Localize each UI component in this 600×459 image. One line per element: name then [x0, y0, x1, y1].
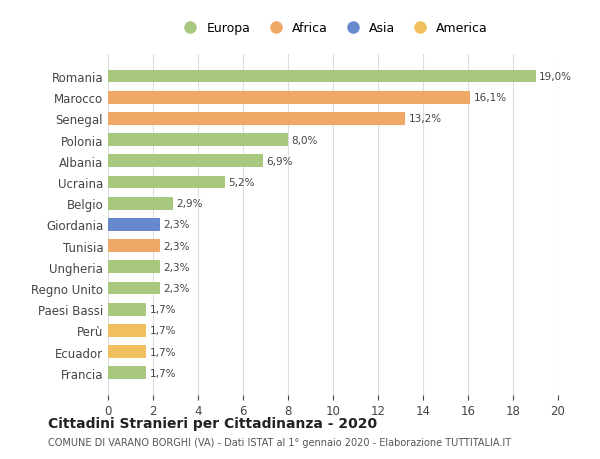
Bar [108, 92, 470, 104]
Bar [108, 346, 146, 358]
Bar [108, 282, 160, 295]
Text: 2,9%: 2,9% [176, 199, 203, 209]
Text: 16,1%: 16,1% [473, 93, 507, 103]
Bar [108, 113, 405, 125]
Text: Cittadini Stranieri per Cittadinanza - 2020: Cittadini Stranieri per Cittadinanza - 2… [48, 416, 377, 430]
Text: 5,2%: 5,2% [229, 178, 255, 188]
Text: 2,3%: 2,3% [163, 262, 190, 272]
Bar [108, 240, 160, 252]
Bar [108, 303, 146, 316]
Text: 2,3%: 2,3% [163, 241, 190, 251]
Bar [108, 71, 536, 83]
Bar [108, 261, 160, 274]
Bar [108, 218, 160, 231]
Text: 13,2%: 13,2% [409, 114, 442, 124]
Bar [108, 134, 288, 147]
Text: 1,7%: 1,7% [149, 368, 176, 378]
Legend: Europa, Africa, Asia, America: Europa, Africa, Asia, America [173, 17, 493, 40]
Bar [108, 155, 263, 168]
Text: 1,7%: 1,7% [149, 347, 176, 357]
Text: 2,3%: 2,3% [163, 220, 190, 230]
Bar [108, 176, 225, 189]
Text: 8,0%: 8,0% [292, 135, 318, 146]
Bar [108, 325, 146, 337]
Text: 2,3%: 2,3% [163, 283, 190, 293]
Text: 19,0%: 19,0% [539, 72, 572, 82]
Text: 1,7%: 1,7% [149, 304, 176, 314]
Bar [108, 367, 146, 379]
Bar [108, 197, 173, 210]
Text: 1,7%: 1,7% [149, 326, 176, 336]
Text: COMUNE DI VARANO BORGHI (VA) - Dati ISTAT al 1° gennaio 2020 - Elaborazione TUTT: COMUNE DI VARANO BORGHI (VA) - Dati ISTA… [48, 437, 511, 447]
Text: 6,9%: 6,9% [266, 157, 293, 167]
